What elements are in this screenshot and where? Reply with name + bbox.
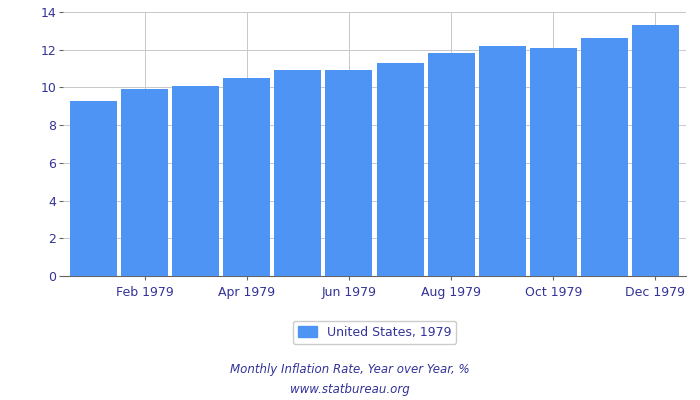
Bar [428,54,475,276]
Text: Monthly Inflation Rate, Year over Year, %: Monthly Inflation Rate, Year over Year, … [230,364,470,376]
Bar [377,63,424,276]
Bar [581,38,628,276]
Bar [530,48,577,276]
Bar [223,78,270,276]
Bar [274,70,321,276]
Bar [326,70,372,276]
Text: www.statbureau.org: www.statbureau.org [290,384,410,396]
Bar [632,25,679,276]
Legend: United States, 1979: United States, 1979 [293,321,456,344]
Bar [121,89,168,276]
Bar [70,101,117,276]
Bar [479,46,526,276]
Bar [172,86,219,276]
